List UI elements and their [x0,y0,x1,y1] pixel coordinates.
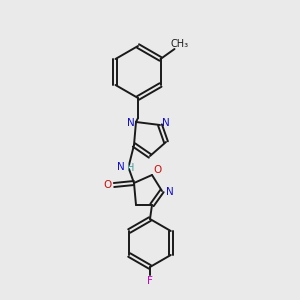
Text: CH₃: CH₃ [170,39,189,49]
Text: N: N [162,118,170,128]
Text: N: N [166,187,174,197]
Text: O: O [153,165,161,175]
Text: O: O [104,180,112,190]
Text: F: F [147,276,153,286]
Text: H: H [127,163,135,173]
Text: N: N [127,118,135,128]
Text: N: N [117,162,125,172]
